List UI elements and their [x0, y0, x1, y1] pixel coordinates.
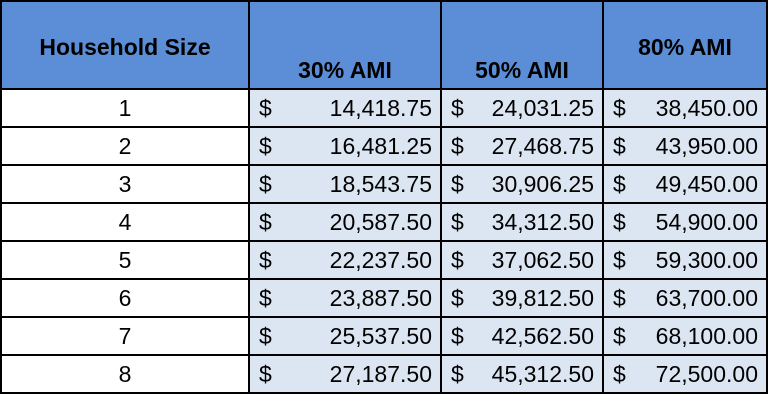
table-row: 2 $16,481.25 $27,468.75 $43,950.00 [0, 126, 768, 166]
currency-symbol: $ [451, 246, 464, 273]
30-ami-value: 27,187.50 [329, 360, 432, 387]
currency-symbol: $ [259, 246, 272, 273]
80-ami-value: 72,500.00 [655, 360, 758, 387]
currency-symbol: $ [451, 360, 464, 387]
50-ami-value: 30,906.25 [491, 170, 594, 197]
currency-symbol: $ [613, 360, 626, 387]
50-ami-value: 34,312.50 [491, 208, 594, 235]
80-ami-cell: $72,500.00 [602, 354, 768, 394]
80-ami-cell: $43,950.00 [602, 126, 768, 166]
50-ami-cell: $27,468.75 [440, 126, 604, 166]
80-ami-value: 63,700.00 [655, 284, 758, 311]
30-ami-value: 22,237.50 [329, 246, 432, 273]
80-ami-cell: $68,100.00 [602, 316, 768, 356]
currency-symbol: $ [259, 132, 272, 159]
50-ami-value: 24,031.25 [491, 94, 594, 121]
80-ami-value: 59,300.00 [655, 246, 758, 273]
table-row: 6 $23,887.50 $39,812.50 $63,700.00 [0, 278, 768, 318]
30-ami-value: 23,887.50 [329, 284, 432, 311]
currency-symbol: $ [613, 322, 626, 349]
header-80-ami: 80% AMI [602, 0, 768, 90]
30-ami-value: 16,481.25 [329, 132, 432, 159]
table-row: 4 $20,587.50 $34,312.50 $54,900.00 [0, 202, 768, 242]
30-ami-cell: $25,537.50 [248, 316, 442, 356]
table-body: 1 $14,418.75 $24,031.25 $38,450.00 2 $16,481.… [0, 88, 768, 394]
household-size-cell: 6 [0, 278, 250, 318]
household-size-cell: 2 [0, 126, 250, 166]
30-ami-cell: $22,237.50 [248, 240, 442, 280]
50-ami-value: 39,812.50 [491, 284, 594, 311]
currency-symbol: $ [613, 208, 626, 235]
household-size-cell: 1 [0, 88, 250, 128]
50-ami-cell: $24,031.25 [440, 88, 604, 128]
currency-symbol: $ [259, 322, 272, 349]
50-ami-value: 45,312.50 [491, 360, 594, 387]
50-ami-value: 37,062.50 [491, 246, 594, 273]
80-ami-cell: $63,700.00 [602, 278, 768, 318]
50-ami-cell: $34,312.50 [440, 202, 604, 242]
50-ami-value: 27,468.75 [491, 132, 594, 159]
80-ami-value: 43,950.00 [655, 132, 758, 159]
table-row: 8 $27,187.50 $45,312.50 $72,500.00 [0, 354, 768, 394]
80-ami-cell: $49,450.00 [602, 164, 768, 204]
currency-symbol: $ [451, 208, 464, 235]
household-size-cell: 4 [0, 202, 250, 242]
30-ami-value: 14,418.75 [329, 94, 432, 121]
household-size-cell: 3 [0, 164, 250, 204]
header-50-ami: 50% AMI [440, 0, 604, 90]
80-ami-value: 49,450.00 [655, 170, 758, 197]
50-ami-cell: $42,562.50 [440, 316, 604, 356]
30-ami-cell: $18,543.75 [248, 164, 442, 204]
header-row: Household Size 30% AMI 50% AMI 80% AMI [0, 0, 768, 90]
table-row: 5 $22,237.50 $37,062.50 $59,300.00 [0, 240, 768, 280]
30-ami-cell: $14,418.75 [248, 88, 442, 128]
table-row: 3 $18,543.75 $30,906.25 $49,450.00 [0, 164, 768, 204]
80-ami-cell: $38,450.00 [602, 88, 768, 128]
currency-symbol: $ [259, 208, 272, 235]
currency-symbol: $ [451, 132, 464, 159]
50-ami-cell: $39,812.50 [440, 278, 604, 318]
currency-symbol: $ [259, 170, 272, 197]
header-30-ami: 30% AMI [248, 0, 442, 90]
currency-symbol: $ [259, 94, 272, 121]
30-ami-value: 20,587.50 [329, 208, 432, 235]
30-ami-value: 18,543.75 [329, 170, 432, 197]
30-ami-value: 25,537.50 [329, 322, 432, 349]
currency-symbol: $ [451, 284, 464, 311]
currency-symbol: $ [451, 322, 464, 349]
30-ami-cell: $16,481.25 [248, 126, 442, 166]
50-ami-cell: $30,906.25 [440, 164, 604, 204]
household-size-cell: 5 [0, 240, 250, 280]
50-ami-cell: $37,062.50 [440, 240, 604, 280]
80-ami-value: 38,450.00 [655, 94, 758, 121]
80-ami-value: 68,100.00 [655, 322, 758, 349]
30-ami-cell: $20,587.50 [248, 202, 442, 242]
header-household-size: Household Size [0, 0, 250, 90]
80-ami-cell: $54,900.00 [602, 202, 768, 242]
30-ami-cell: $27,187.50 [248, 354, 442, 394]
30-ami-cell: $23,887.50 [248, 278, 442, 318]
currency-symbol: $ [613, 246, 626, 273]
household-size-cell: 8 [0, 354, 250, 394]
currency-symbol: $ [613, 284, 626, 311]
80-ami-value: 54,900.00 [655, 208, 758, 235]
currency-symbol: $ [259, 360, 272, 387]
currency-symbol: $ [451, 94, 464, 121]
50-ami-cell: $45,312.50 [440, 354, 604, 394]
household-size-cell: 7 [0, 316, 250, 356]
table-row: 7 $25,537.50 $42,562.50 $68,100.00 [0, 316, 768, 356]
80-ami-cell: $59,300.00 [602, 240, 768, 280]
currency-symbol: $ [451, 170, 464, 197]
currency-symbol: $ [613, 132, 626, 159]
50-ami-value: 42,562.50 [491, 322, 594, 349]
currency-symbol: $ [259, 284, 272, 311]
currency-symbol: $ [613, 94, 626, 121]
table-row: 1 $14,418.75 $24,031.25 $38,450.00 [0, 88, 768, 128]
currency-symbol: $ [613, 170, 626, 197]
